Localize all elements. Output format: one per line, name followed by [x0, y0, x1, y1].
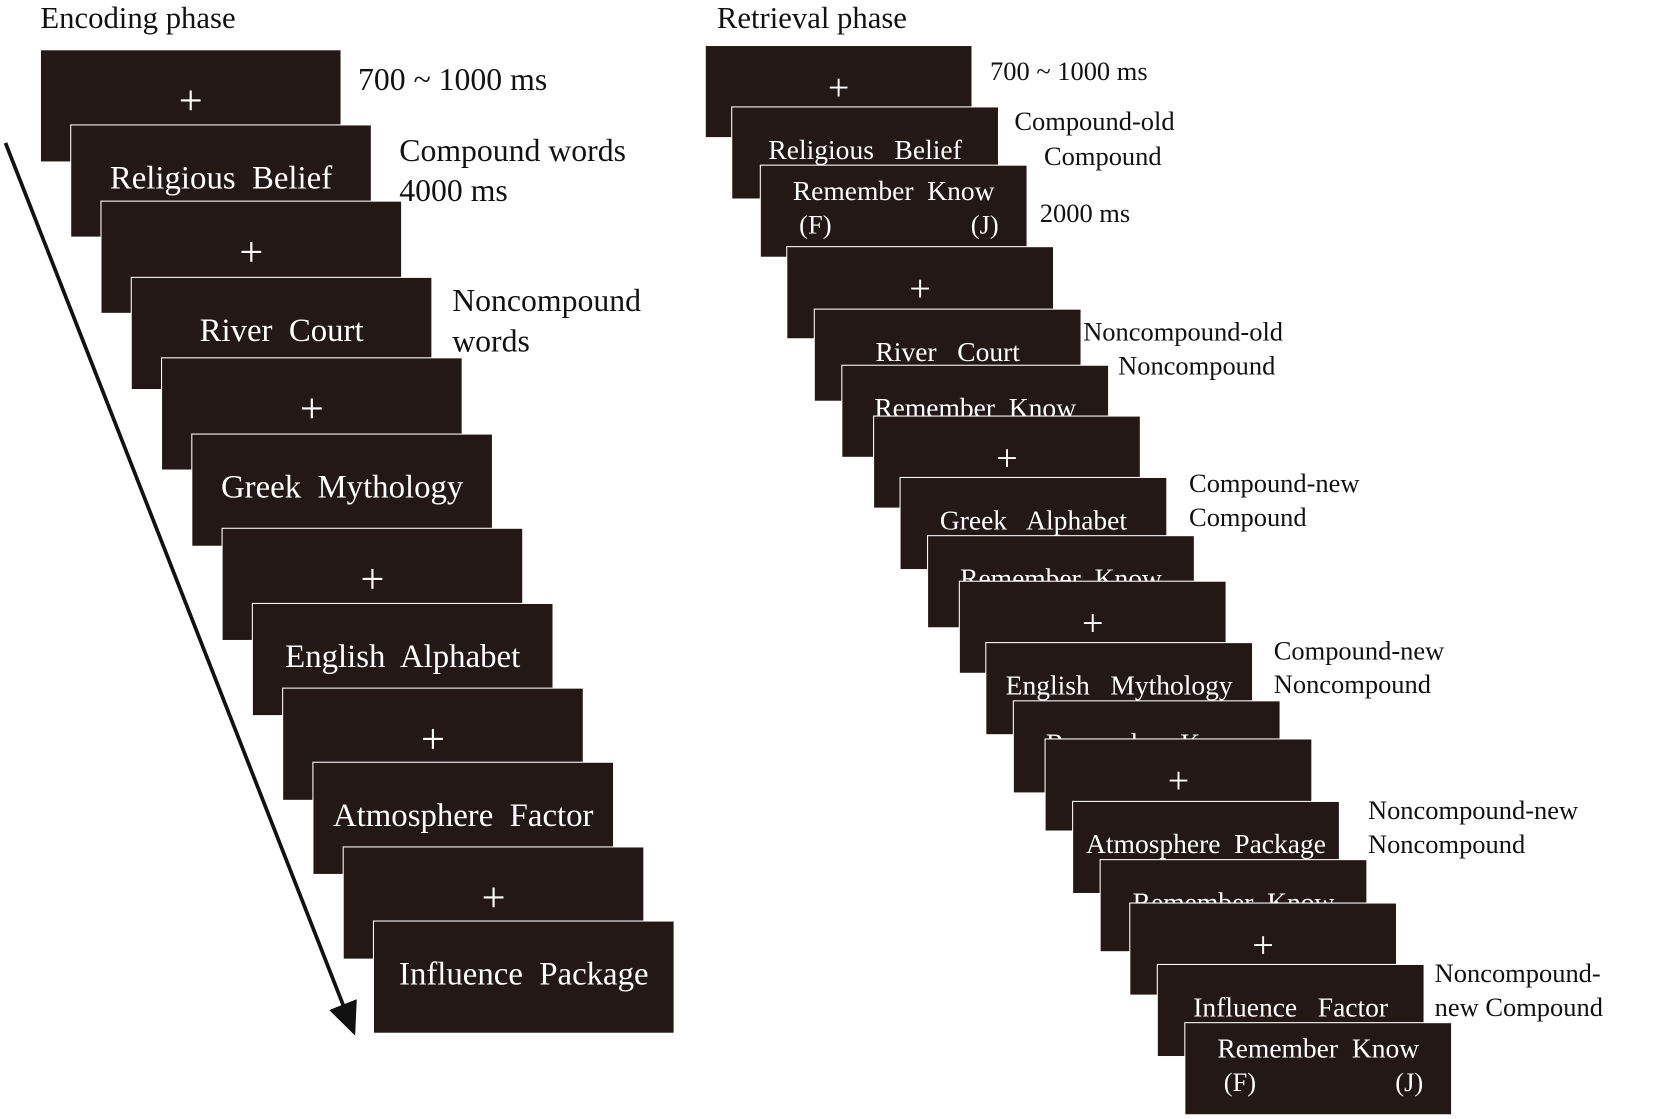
- fixation-cross: +: [482, 875, 506, 922]
- fixation-cross: +: [360, 556, 384, 603]
- fixation-cross: +: [1082, 602, 1103, 644]
- screen-text: River Court: [875, 336, 1020, 367]
- time-arrow: [3, 142, 357, 1036]
- screen: [759, 164, 1028, 258]
- phase-title: Retrieval phase: [717, 1, 907, 35]
- response-key: (J): [1395, 1067, 1423, 1097]
- condition-note: Noncompound: [1274, 669, 1431, 699]
- fixation-cross: +: [996, 437, 1018, 479]
- word-pair: English Alphabet: [285, 639, 520, 675]
- fixation-cross: +: [239, 229, 263, 276]
- fixation-cross: +: [421, 716, 445, 763]
- fixation-cross: +: [1168, 760, 1189, 802]
- condition-note: Compound-old: [1014, 106, 1174, 136]
- condition-note: 2000 ms: [1040, 198, 1130, 228]
- condition-note: Noncompound: [1368, 829, 1525, 859]
- response-key: (F): [1224, 1067, 1256, 1097]
- fixation-cross: +: [300, 386, 324, 433]
- fixation-cross: +: [828, 67, 850, 109]
- response-key: (J): [971, 210, 999, 240]
- condition-note: new Compound: [1435, 992, 1603, 1022]
- fixation-cross: +: [179, 78, 203, 125]
- screen: [372, 920, 675, 1034]
- timing-note: Noncompound: [452, 283, 641, 318]
- phase-title: Encoding phase: [40, 1, 235, 35]
- condition-note: Compound-new: [1274, 635, 1444, 665]
- encoding-screens: + Religious Belief + River Court + Greek Myth…: [39, 49, 675, 1034]
- condition-note: Compound: [1044, 141, 1162, 171]
- word-pair: River Court: [200, 313, 364, 349]
- screen-text: Atmosphere Package: [1086, 828, 1326, 859]
- word-pair: Religious Belief: [110, 161, 332, 197]
- timing-note: 4000 ms: [399, 173, 508, 208]
- response-key: (F): [799, 210, 831, 240]
- word-pair: Greek Mythology: [221, 470, 464, 506]
- screen-text: Influence Factor: [1193, 991, 1388, 1022]
- screen-text: Greek Alphabet: [940, 504, 1128, 535]
- screen-text: Remember Know: [1217, 1033, 1419, 1064]
- fixation-cross: +: [1252, 924, 1273, 966]
- screen-text: English Mythology: [1006, 669, 1233, 700]
- condition-note: Compound: [1189, 502, 1307, 532]
- word-pair: Atmosphere Factor: [333, 798, 594, 834]
- condition-note: 700 ~ 1000 ms: [990, 56, 1148, 86]
- condition-note: Compound-new: [1189, 468, 1359, 498]
- fixation-cross: +: [909, 268, 931, 310]
- screen: [191, 433, 493, 547]
- condition-note: Noncompound-old: [1083, 317, 1283, 347]
- screen-text: Religious Belief: [768, 134, 962, 165]
- timing-note: words: [452, 323, 530, 358]
- screen: [1184, 1022, 1453, 1116]
- screen-text: Remember Know: [793, 175, 995, 206]
- timing-note: Compound words: [399, 133, 626, 168]
- word-pair: Influence Package: [399, 957, 648, 993]
- condition-note: Noncompound: [1118, 350, 1275, 380]
- condition-note: Noncompound-new: [1368, 795, 1578, 825]
- condition-note: Noncompound-: [1435, 958, 1601, 988]
- timing-note: 700 ~ 1000 ms: [358, 62, 547, 97]
